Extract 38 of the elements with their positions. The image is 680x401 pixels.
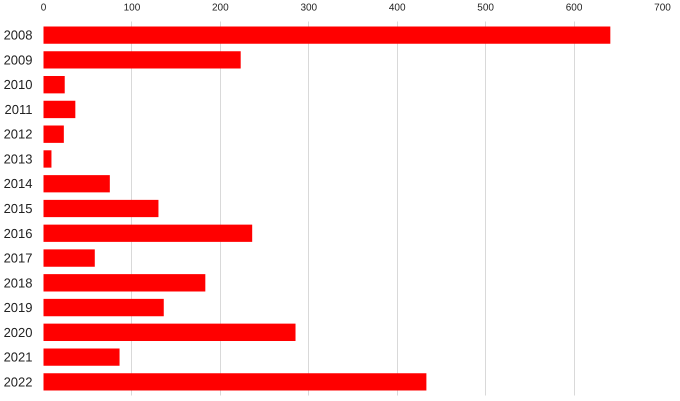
- bar: [44, 51, 241, 69]
- y-tick-label: 2021: [4, 350, 32, 365]
- x-tick-label: 200: [212, 2, 230, 14]
- y-tick-label: 2020: [4, 324, 32, 340]
- y-tick-label: 2018: [4, 275, 32, 290]
- y-tick-label: 2019: [4, 300, 32, 316]
- bar: [44, 224, 252, 242]
- bar: [44, 373, 426, 391]
- bar: [44, 150, 52, 168]
- y-tick-label: 2014: [4, 176, 32, 192]
- y-tick-label: 2011: [4, 102, 33, 117]
- bar: [44, 126, 64, 143]
- bar: [44, 324, 296, 342]
- y-tick-label: 2013: [4, 151, 32, 166]
- y-tick-label: 2017: [4, 250, 32, 266]
- y-tick-label: 2015: [4, 201, 32, 216]
- y-tick-label: 2012: [4, 126, 32, 142]
- bar: [44, 26, 610, 44]
- x-tick-label: 300: [300, 2, 318, 14]
- y-tick-label: 2008: [4, 28, 32, 43]
- bar: [44, 249, 95, 267]
- bar: [44, 298, 164, 316]
- x-tick-label: 600: [566, 2, 583, 14]
- x-tick-label: 0: [40, 2, 47, 14]
- y-tick-label: 2010: [4, 77, 32, 92]
- bar: [44, 76, 65, 94]
- bar: [44, 274, 206, 292]
- bar: [44, 175, 110, 192]
- x-tick-label: 100: [124, 2, 141, 14]
- y-tick-label: 2009: [4, 52, 32, 68]
- x-tick-label: 400: [388, 2, 406, 14]
- y-tick-label: 2016: [4, 226, 32, 241]
- bar: [44, 200, 158, 218]
- x-tick-label: 500: [477, 2, 494, 14]
- y-tick-label: 2022: [4, 374, 32, 390]
- bar: [44, 348, 120, 366]
- x-tick-label: 700: [654, 2, 672, 14]
- bar: [44, 100, 76, 118]
